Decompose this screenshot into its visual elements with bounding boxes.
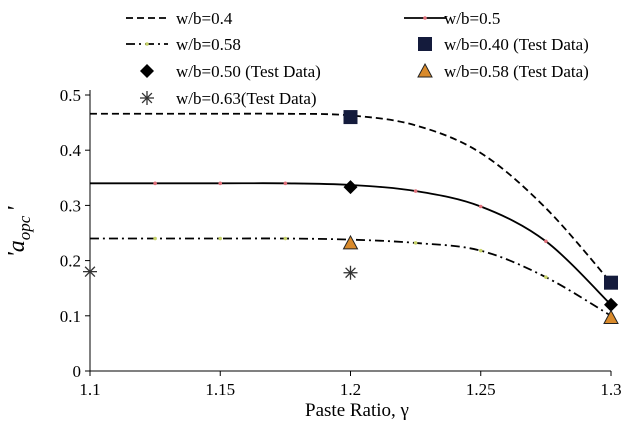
legend-label: w/b=0.4 [176, 9, 233, 28]
data-point-triangle [342, 234, 359, 250]
x-tick-label: 1.25 [466, 380, 496, 399]
legend-item: w/b=0.40 (Test Data) [418, 35, 589, 54]
y-tick-label: 0.1 [60, 307, 81, 326]
series-point [283, 181, 288, 186]
series-layer [83, 110, 619, 324]
y-axis-label-text: 'aopc' [4, 206, 34, 258]
series-5 [342, 234, 619, 324]
series-3 [343, 110, 618, 290]
data-point-asterisk [83, 264, 97, 279]
x-axis-label: Paste Ratio, γ [305, 400, 409, 421]
series-point [218, 181, 223, 186]
legend-label: w/b=0.63(Test Data) [176, 89, 317, 108]
legend-item: w/b=0.5 [404, 9, 500, 28]
legend-label: w/b=0.50 (Test Data) [176, 62, 321, 81]
series-4 [343, 180, 618, 312]
data-point-triangle [603, 309, 619, 324]
legend-item: w/b=0.58 [126, 35, 241, 54]
series-point [413, 189, 418, 193]
series-point [283, 236, 288, 241]
legend-label: w/b=0.58 (Test Data) [444, 62, 589, 81]
series-point [544, 275, 548, 279]
legend: w/b=0.4 w/b=0.5 w/b=0.58 w/b=0.40 (Test Dat… [126, 9, 589, 108]
legend-item: w/b=0.50 (Test Data) [140, 62, 321, 81]
series-line [90, 112, 612, 284]
legend-item: w/b=0.4 [126, 9, 233, 28]
legend-label: w/b=0.58 [176, 35, 241, 54]
series-point [153, 181, 157, 186]
y-tick-label: 0.5 [60, 86, 81, 105]
series-point [478, 204, 483, 209]
y-axis-label: 'aopc' [4, 206, 34, 258]
y-tick-label: 0.2 [60, 252, 81, 271]
series-point [544, 239, 548, 244]
y-tick-label: 0.4 [60, 141, 82, 160]
data-point-diamond [343, 180, 358, 195]
x-tick-label: 1.3 [600, 380, 621, 399]
y-tick-label: 0 [73, 362, 82, 381]
data-point-square [343, 110, 358, 125]
legend-marker-asterisk [140, 91, 154, 105]
legend-point [145, 42, 149, 46]
legend-marker-square [418, 37, 432, 51]
legend-point [423, 16, 427, 20]
y-tick-label: 0.3 [60, 196, 81, 215]
x-tick-label: 1.2 [340, 380, 361, 399]
legend-label: w/b=0.40 (Test Data) [444, 35, 589, 54]
series-point [478, 248, 483, 253]
legend-label: w/b=0.5 [444, 9, 500, 28]
data-point-asterisk [343, 265, 358, 280]
legend-item: w/b=0.63(Test Data) [140, 89, 317, 108]
legend-marker-diamond [140, 64, 154, 78]
x-tick-label: 1.15 [205, 380, 235, 399]
series-0 [90, 112, 612, 284]
x-tick-label: 1.1 [79, 380, 100, 399]
data-point-square [604, 275, 618, 290]
series-point [153, 236, 157, 241]
data-point-diamond [604, 297, 618, 312]
series-point [413, 241, 418, 245]
legend-marker-triangle [417, 62, 433, 78]
series-6 [83, 264, 358, 280]
series-point [218, 236, 223, 241]
legend-item: w/b=0.58 (Test Data) [417, 62, 589, 81]
axes: 0 0.1 0.2 0.3 0.4 0.5 1.1 1.15 1.2 1.25 1.3 [60, 86, 622, 399]
